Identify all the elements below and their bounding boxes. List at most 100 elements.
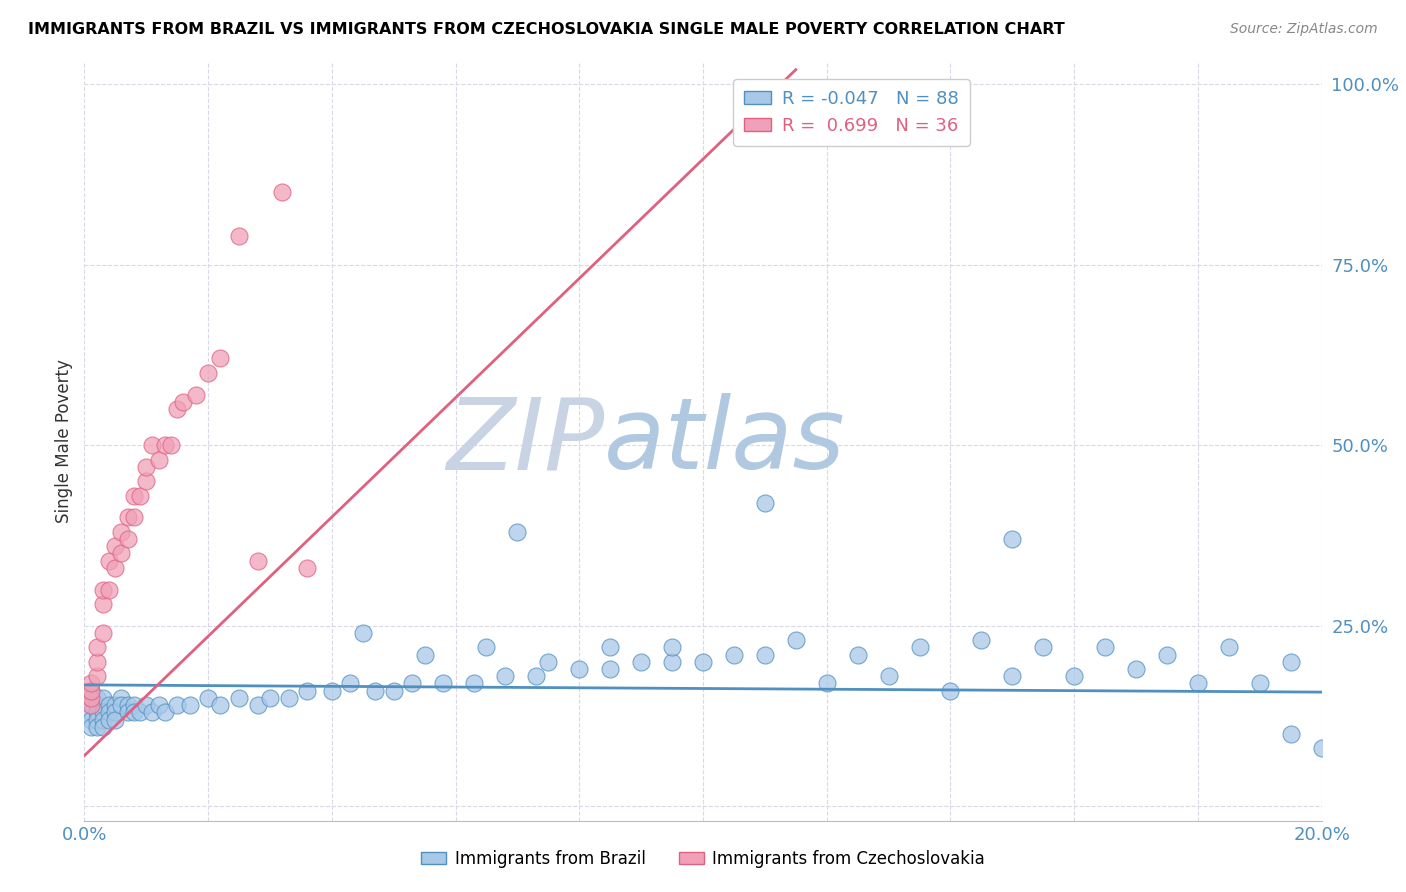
Point	[1032, 640, 1054, 655]
Point	[91, 720, 114, 734]
Point	[86, 690, 108, 705]
Point	[79, 690, 101, 705]
Point	[104, 713, 127, 727]
Point	[754, 648, 776, 662]
Point	[98, 706, 121, 720]
Text: atlas: atlas	[605, 393, 845, 490]
Point	[209, 698, 232, 712]
Point	[104, 539, 127, 553]
Point	[166, 402, 188, 417]
Point	[1125, 662, 1147, 676]
Point	[148, 452, 170, 467]
Point	[661, 655, 683, 669]
Point	[1001, 669, 1024, 683]
Point	[1279, 655, 1302, 669]
Point	[321, 683, 343, 698]
Point	[86, 669, 108, 683]
Point	[339, 676, 361, 690]
Point	[197, 690, 219, 705]
Point	[110, 698, 132, 712]
Point	[110, 546, 132, 560]
Point	[141, 438, 163, 452]
Point	[86, 655, 108, 669]
Point	[228, 228, 250, 243]
Point	[135, 475, 157, 489]
Point	[117, 532, 139, 546]
Point	[401, 676, 423, 690]
Point	[228, 690, 250, 705]
Point	[98, 554, 121, 568]
Point	[122, 698, 145, 712]
Point	[1279, 727, 1302, 741]
Point	[91, 706, 114, 720]
Point	[160, 438, 183, 452]
Point	[908, 640, 931, 655]
Legend: Immigrants from Brazil, Immigrants from Czechoslovakia: Immigrants from Brazil, Immigrants from …	[415, 844, 991, 875]
Point	[506, 524, 529, 539]
Point	[110, 524, 132, 539]
Point	[122, 489, 145, 503]
Point	[79, 698, 101, 712]
Point	[122, 510, 145, 524]
Point	[79, 683, 101, 698]
Point	[153, 706, 176, 720]
Point	[79, 683, 101, 698]
Point	[86, 720, 108, 734]
Point	[599, 640, 621, 655]
Point	[1063, 669, 1085, 683]
Point	[432, 676, 454, 690]
Point	[271, 186, 294, 200]
Point	[117, 706, 139, 720]
Point	[91, 690, 114, 705]
Point	[91, 582, 114, 597]
Point	[79, 676, 101, 690]
Point	[524, 669, 547, 683]
Point	[209, 351, 232, 366]
Point	[1249, 676, 1271, 690]
Point	[568, 662, 591, 676]
Point	[91, 597, 114, 611]
Point	[1187, 676, 1209, 690]
Point	[153, 438, 176, 452]
Point	[129, 489, 152, 503]
Point	[246, 554, 269, 568]
Point	[135, 698, 157, 712]
Point	[98, 713, 121, 727]
Point	[1310, 741, 1333, 756]
Point	[599, 662, 621, 676]
Point	[939, 683, 962, 698]
Point	[1094, 640, 1116, 655]
Point	[197, 366, 219, 380]
Point	[79, 720, 101, 734]
Point	[86, 713, 108, 727]
Point	[259, 690, 281, 705]
Point	[537, 655, 560, 669]
Point	[91, 626, 114, 640]
Point	[179, 698, 201, 712]
Point	[91, 713, 114, 727]
Point	[79, 683, 101, 698]
Point	[79, 713, 101, 727]
Point	[352, 626, 374, 640]
Point	[79, 698, 101, 712]
Point	[104, 561, 127, 575]
Point	[877, 669, 900, 683]
Point	[184, 387, 207, 401]
Point	[117, 510, 139, 524]
Point	[295, 683, 318, 698]
Point	[86, 640, 108, 655]
Point	[364, 683, 387, 698]
Text: Source: ZipAtlas.com: Source: ZipAtlas.com	[1230, 22, 1378, 37]
Point	[463, 676, 485, 690]
Point	[104, 706, 127, 720]
Point	[98, 582, 121, 597]
Point	[172, 394, 194, 409]
Point	[1156, 648, 1178, 662]
Point	[104, 698, 127, 712]
Point	[79, 690, 101, 705]
Point	[413, 648, 436, 662]
Y-axis label: Single Male Poverty: Single Male Poverty	[55, 359, 73, 524]
Point	[661, 640, 683, 655]
Point	[1001, 532, 1024, 546]
Point	[117, 698, 139, 712]
